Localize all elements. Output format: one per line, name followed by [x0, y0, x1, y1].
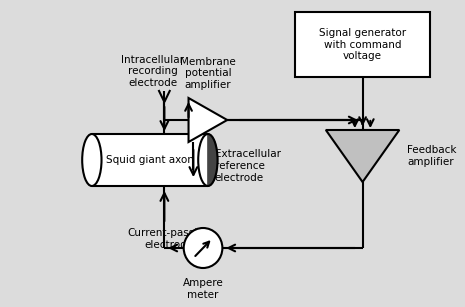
- Circle shape: [184, 228, 222, 268]
- Bar: [92, 134, 208, 186]
- Text: Squid giant axon: Squid giant axon: [106, 155, 194, 165]
- Text: Ampere
meter: Ampere meter: [183, 278, 223, 300]
- Ellipse shape: [198, 134, 218, 186]
- Ellipse shape: [82, 134, 101, 186]
- Text: Membrane
potential
amplifier: Membrane potential amplifier: [180, 57, 236, 90]
- Text: Feedback
amplifier: Feedback amplifier: [407, 145, 457, 167]
- Text: Extracellular
reference
electrode: Extracellular reference electrode: [215, 150, 281, 183]
- Text: Signal generator
with command
voltage: Signal generator with command voltage: [319, 28, 406, 61]
- Text: Intracellular
recording
electrode: Intracellular recording electrode: [121, 55, 184, 88]
- Text: Current-passing
electrode: Current-passing electrode: [127, 228, 211, 250]
- Polygon shape: [326, 130, 399, 182]
- Polygon shape: [188, 98, 227, 142]
- Polygon shape: [208, 134, 218, 186]
- Bar: [295, 12, 430, 77]
